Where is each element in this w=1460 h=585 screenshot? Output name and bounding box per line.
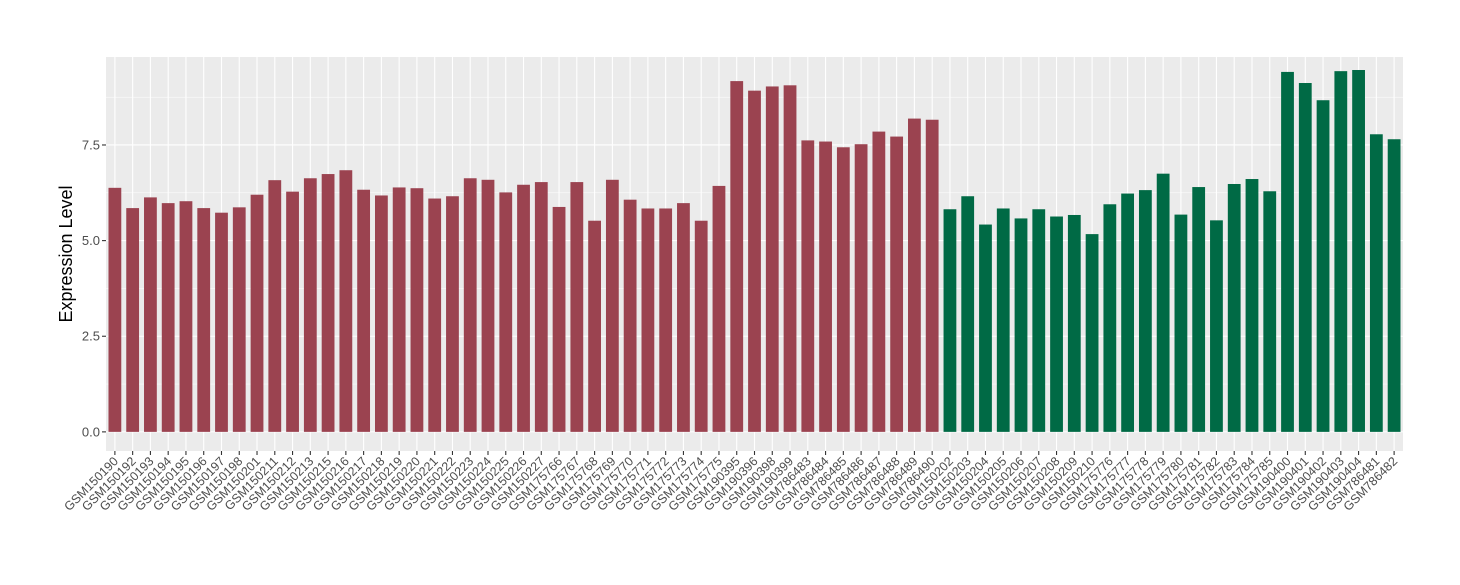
bar-GSM190400: [1281, 71, 1294, 432]
bar-GSM150192: [126, 208, 140, 432]
x-axis: GSM150190GSM150192GSM150193GSM150194GSM1…: [61, 451, 1400, 514]
bar-GSM190403: [1334, 71, 1348, 432]
bar-GSM786488: [890, 136, 904, 432]
bar-GSM150201: [250, 194, 264, 432]
bar-GSM150222: [446, 196, 459, 432]
y-axis-label: Expression Level: [56, 185, 76, 322]
bar-GSM150219: [392, 187, 406, 432]
bar-GSM150193: [144, 197, 157, 432]
bar-GSM190402: [1316, 100, 1330, 432]
bar-GSM190404: [1352, 70, 1365, 432]
bar-GSM150208: [1050, 216, 1063, 432]
bar-GSM150202: [943, 209, 957, 432]
bar-GSM150197: [215, 212, 228, 432]
bar-GSM175781: [1192, 187, 1206, 432]
bar-GSM786484: [819, 141, 832, 432]
bar-GSM150213: [303, 178, 317, 432]
bar-GSM150221: [428, 198, 442, 432]
bar-GSM150211: [268, 180, 282, 432]
bar-GSM786489: [908, 118, 921, 432]
bar-GSM175770: [623, 199, 637, 432]
bar-GSM190401: [1298, 83, 1312, 432]
bar-GSM150216: [339, 170, 353, 432]
bar-GSM175772: [659, 208, 673, 432]
bar-GSM150226: [517, 184, 530, 432]
bar-GSM150203: [961, 196, 975, 432]
bar-GSM150220: [410, 188, 424, 432]
bar-GSM190396: [748, 90, 761, 432]
bar-GSM150209: [1067, 214, 1081, 432]
bar-GSM175766: [552, 206, 566, 432]
bar-GSM786485: [836, 147, 850, 432]
bar-GSM175778: [1138, 190, 1152, 432]
bar-GSM150195: [179, 201, 193, 432]
bar-GSM175775: [712, 185, 726, 432]
bar-GSM150218: [374, 195, 388, 432]
bar-GSM150198: [232, 207, 246, 432]
bar-GSM150196: [197, 208, 211, 432]
bar-GSM786490: [925, 119, 939, 432]
bar-GSM190399: [783, 85, 797, 432]
bar-GSM175784: [1245, 179, 1259, 432]
bar-GSM175782: [1210, 220, 1223, 432]
bar-GSM175780: [1174, 214, 1188, 432]
y-tick-label: 2.5: [82, 329, 100, 344]
bar-GSM190398: [765, 86, 779, 432]
bar-GSM175783: [1227, 183, 1241, 432]
bar-GSM175773: [677, 203, 690, 432]
bar-GSM175777: [1121, 193, 1135, 432]
bar-GSM150227: [534, 182, 548, 432]
bar-GSM175774: [694, 220, 708, 432]
bar-GSM150207: [1032, 209, 1046, 432]
bar-GSM150225: [499, 192, 513, 432]
bar-GSM150212: [286, 191, 299, 432]
y-tick-label: 5.0: [82, 233, 100, 248]
bar-GSM175769: [605, 179, 619, 432]
bar-GSM786483: [801, 140, 815, 432]
y-tick-label: 7.5: [82, 137, 100, 152]
bar-GSM175768: [588, 220, 601, 432]
bar-GSM175771: [641, 208, 655, 432]
bar-GSM150194: [161, 203, 175, 432]
bar-GSM175785: [1263, 191, 1277, 432]
y-tick-label: 0.0: [82, 424, 100, 439]
bar-GSM786482: [1387, 139, 1401, 432]
bar-GSM150217: [357, 189, 371, 432]
y-axis: 0.0 2.5 5.0 7.5: [82, 137, 106, 439]
bar-GSM150210: [1085, 234, 1099, 432]
bars: [108, 70, 1401, 432]
bar-GSM150205: [996, 208, 1010, 432]
bar-GSM175779: [1156, 173, 1170, 432]
bar-GSM786481: [1369, 134, 1383, 432]
bar-GSM786487: [872, 131, 886, 432]
bar-GSM150223: [463, 178, 477, 432]
bar-GSM150215: [321, 174, 335, 432]
bar-GSM786486: [854, 144, 868, 432]
bar-GSM150190: [108, 187, 122, 432]
bar-GSM175776: [1103, 204, 1117, 432]
bar-GSM175767: [570, 182, 584, 432]
bar-GSM190395: [730, 81, 744, 432]
bar-GSM150204: [979, 224, 992, 432]
bar-GSM150206: [1014, 218, 1028, 432]
bar-GSM150224: [481, 179, 495, 432]
